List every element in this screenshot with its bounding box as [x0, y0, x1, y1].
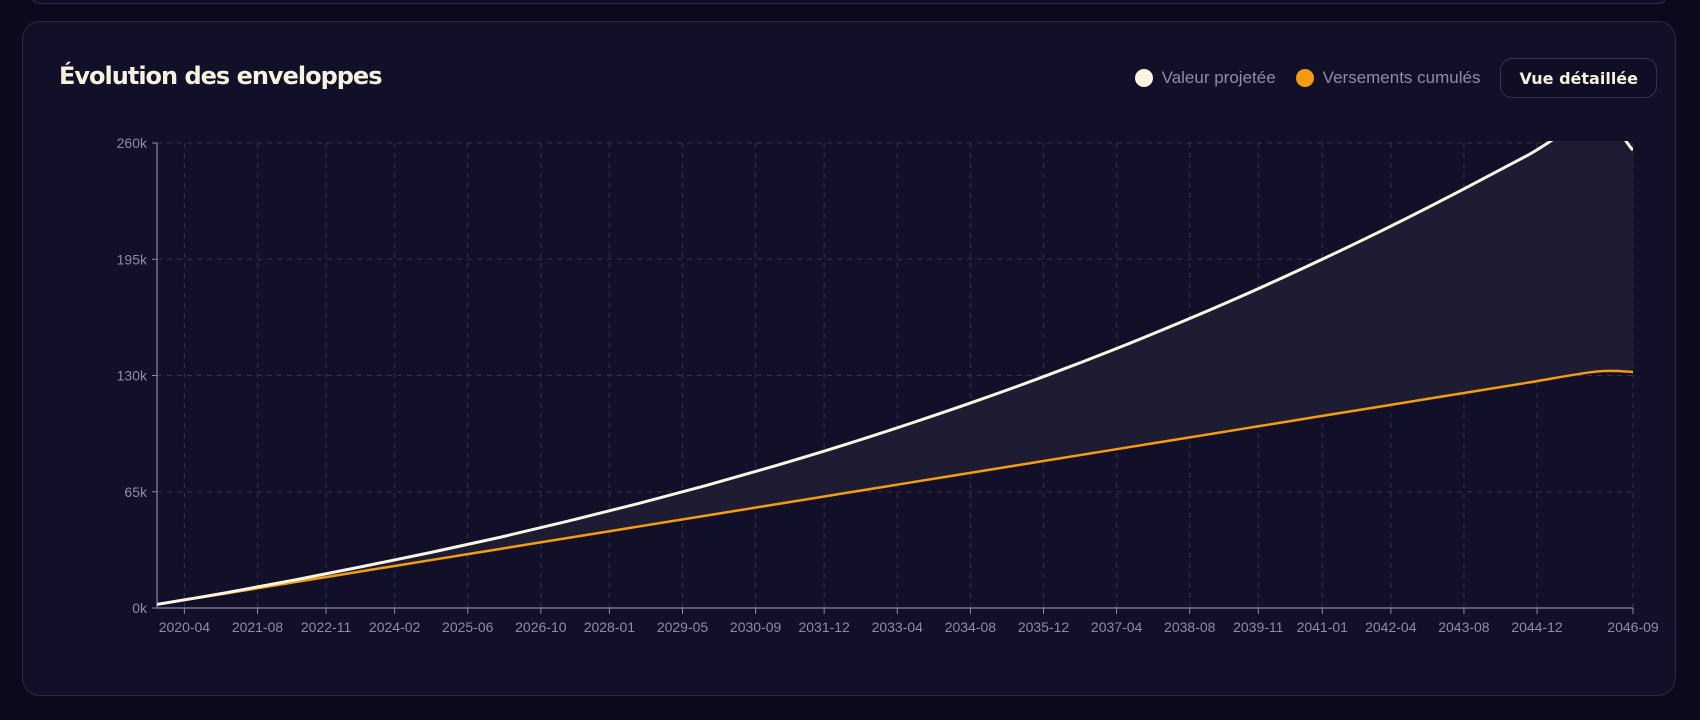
x-tick-label: 2033-04: [872, 619, 924, 635]
x-tick-label: 2021-08: [232, 619, 284, 635]
y-tick-label: 0k: [132, 600, 148, 616]
x-tick-label: 2034-08: [945, 619, 997, 635]
legend-label-projected-value: Valeur projetée: [1161, 68, 1276, 87]
projected-value-dot-icon: [1134, 69, 1153, 87]
series-line-projected-value: [157, 141, 1633, 606]
y-tick-label: 260k: [117, 135, 148, 151]
cumulative-deposits-dot-icon: [1295, 69, 1314, 87]
y-tick-label: 130k: [117, 368, 148, 384]
x-tick-label: 2031-12: [798, 619, 850, 635]
x-tick-label: 2022-11: [301, 619, 352, 635]
x-tick-label: 2024-02: [369, 619, 421, 635]
detailed-view-button[interactable]: Vue détaillée: [1500, 58, 1657, 98]
series-line-cumulative-deposits: [157, 369, 1633, 606]
x-tick-label: 2043-08: [1438, 619, 1490, 635]
legend-item-cumulative-deposits[interactable]: Versements cumulés: [1295, 68, 1481, 88]
x-tick-label: 2039-11: [1233, 619, 1284, 635]
legend-item-projected-value[interactable]: Valeur projetée: [1134, 68, 1276, 88]
x-tick-label: 2030-09: [730, 619, 782, 635]
y-tick-label: 195k: [117, 251, 148, 267]
chart-legend: Valeur projetée Versements cumulés Vue d…: [1134, 58, 1657, 98]
x-tick-label: 2026-10: [515, 619, 567, 635]
x-tick-label: 2044-12: [1511, 619, 1563, 635]
x-tick-label: 2042-04: [1365, 619, 1417, 635]
gain-area-fill: [157, 141, 1633, 605]
x-tick-label: 2028-01: [584, 619, 636, 635]
x-tick-label: 2035-12: [1018, 619, 1070, 635]
legend-label-cumulative-deposits: Versements cumulés: [1322, 68, 1481, 87]
x-tick-label: 2046-09: [1607, 619, 1659, 635]
x-tick-label: 2038-08: [1164, 619, 1216, 635]
x-tick-label: 2029-05: [657, 619, 709, 635]
chart-title: Évolution des enveloppes: [59, 62, 382, 90]
x-tick-label: 2020-04: [159, 619, 211, 635]
x-tick-label: 2037-04: [1091, 619, 1143, 635]
x-tick-label: 2041-01: [1297, 619, 1349, 635]
x-tick-label: 2025-06: [442, 619, 494, 635]
y-tick-label: 65k: [124, 484, 148, 500]
